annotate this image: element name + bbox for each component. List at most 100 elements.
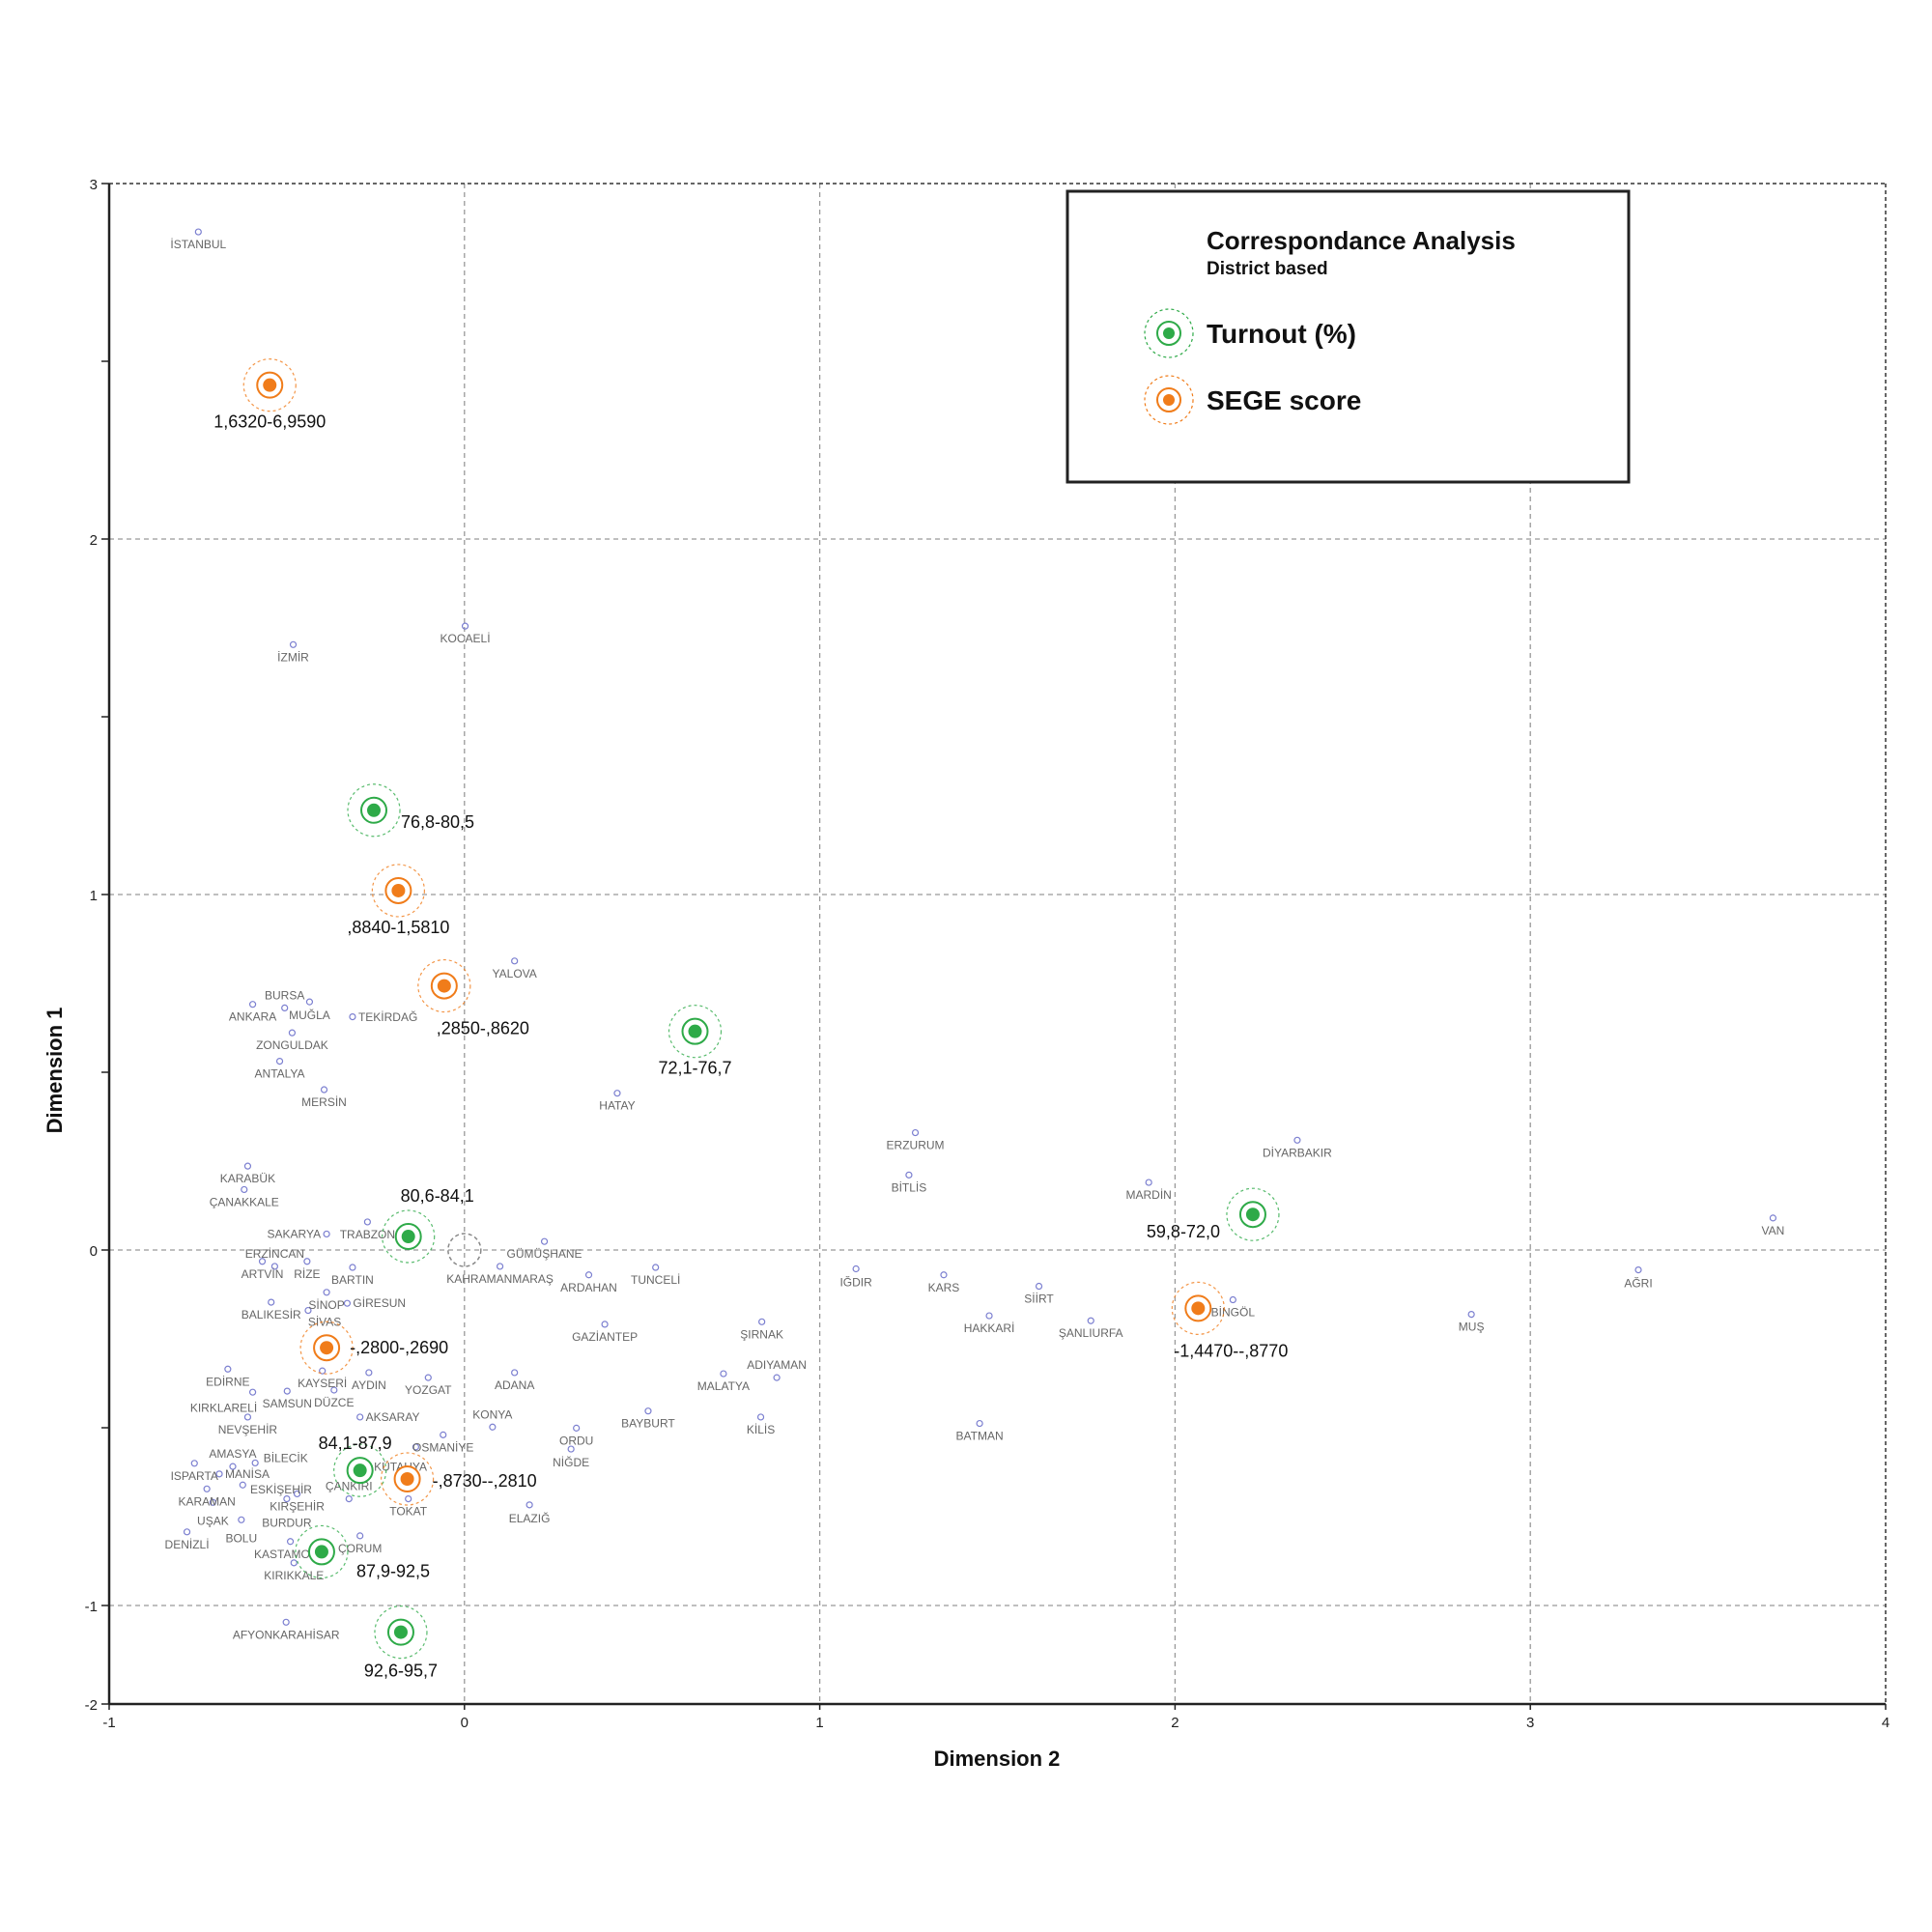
province-point bbox=[270, 1263, 278, 1270]
province-point bbox=[281, 1004, 289, 1011]
sege-marker: -,8730--,2810 bbox=[380, 1452, 537, 1506]
x-tick-label: 3 bbox=[1526, 1715, 1534, 1731]
province-points: İSTANBUL İZMİR KOCAELİ YALOVA ANKARA MUĞLA BUR… bbox=[165, 228, 1784, 1641]
province-point bbox=[283, 1494, 291, 1503]
turnout-dot bbox=[314, 1545, 328, 1559]
province-label: OSMANİYE bbox=[412, 1440, 473, 1454]
province-point bbox=[489, 1423, 497, 1431]
sege-marker: 1,6320-6,9590 bbox=[213, 358, 326, 432]
province-label: NİĞDE bbox=[553, 1455, 589, 1469]
sege-outer-ring bbox=[417, 958, 471, 1013]
sege-outer-ring bbox=[380, 1452, 435, 1506]
province-point bbox=[1035, 1282, 1043, 1291]
province-label: KAYSERİ bbox=[298, 1377, 347, 1390]
legend-turnout-icon-dot bbox=[1163, 327, 1175, 339]
province-point bbox=[248, 1001, 257, 1009]
province-point bbox=[243, 1162, 252, 1170]
province-point bbox=[601, 1321, 609, 1328]
turnout-dot bbox=[1245, 1208, 1260, 1222]
province-point bbox=[209, 1498, 216, 1506]
province-point bbox=[613, 1090, 621, 1097]
legend-turnout-label: Turnout (%) bbox=[1207, 319, 1356, 349]
province-point bbox=[239, 1481, 246, 1489]
province-point bbox=[215, 1470, 223, 1478]
province-point bbox=[852, 1264, 860, 1273]
province-label: GÜMÜŞHANE bbox=[507, 1247, 582, 1261]
province-label: TRABZON bbox=[340, 1228, 395, 1241]
province-label: ŞANLIURFA bbox=[1059, 1326, 1123, 1340]
province-point bbox=[356, 1413, 364, 1421]
province-point bbox=[224, 1365, 232, 1373]
province-label: İSTANBUL bbox=[170, 238, 226, 251]
sege-dot bbox=[391, 883, 406, 897]
province-label: AĞRI bbox=[1624, 1276, 1652, 1291]
province-label: BİTLİS bbox=[892, 1180, 927, 1194]
province-point bbox=[323, 1289, 330, 1296]
y-tick-label: 0 bbox=[90, 1243, 98, 1260]
province-point bbox=[511, 1369, 519, 1377]
province-label: BİLECİK bbox=[264, 1452, 308, 1465]
turnout-marker: 84,1-87,9 bbox=[319, 1434, 392, 1497]
province-label: ORDU bbox=[559, 1434, 593, 1447]
x-tick-label: 0 bbox=[461, 1715, 469, 1731]
x-tick-label: 4 bbox=[1882, 1715, 1889, 1731]
province-point bbox=[320, 1086, 328, 1094]
province-label: BAYBURT bbox=[621, 1417, 675, 1431]
province-label: GİRESUN bbox=[353, 1296, 406, 1310]
sege-value-label: -,8730--,2810 bbox=[433, 1471, 537, 1491]
legend-subtitle: District based bbox=[1207, 259, 1328, 279]
province-point bbox=[584, 1271, 593, 1279]
province-label: TEKİRDAĞ bbox=[358, 1009, 417, 1024]
province-label: SİİRT bbox=[1024, 1293, 1054, 1306]
turnout-outer-ring bbox=[295, 1524, 349, 1579]
province-point bbox=[1229, 1295, 1236, 1304]
province-label: NEVŞEHİR bbox=[218, 1423, 278, 1436]
y-tick-label: 1 bbox=[90, 888, 98, 904]
province-point bbox=[305, 998, 314, 1006]
province-label: HAKKARİ bbox=[964, 1321, 1015, 1335]
province-label: MALATYA bbox=[697, 1379, 750, 1393]
x-tick-label: 1 bbox=[815, 1715, 823, 1731]
y-tick-label: 3 bbox=[90, 177, 98, 193]
province-label: RİZE bbox=[294, 1267, 320, 1281]
province-label: UŞAK bbox=[197, 1514, 229, 1527]
legend-title: Correspondance Analysis bbox=[1207, 226, 1516, 255]
province-point bbox=[283, 1387, 291, 1395]
province-point bbox=[323, 1230, 330, 1238]
province-label: KARAMAN bbox=[178, 1494, 235, 1508]
turnout-outer-ring bbox=[1226, 1187, 1280, 1241]
province-point bbox=[365, 1369, 373, 1377]
province-point bbox=[248, 1388, 257, 1396]
province-point bbox=[190, 1460, 198, 1467]
province-label: ANTALYA bbox=[255, 1067, 305, 1081]
sege-marker: -,2800-,2690 bbox=[299, 1321, 448, 1375]
turnout-outer-ring bbox=[668, 1005, 723, 1059]
turnout-outer-ring bbox=[382, 1209, 436, 1264]
province-label: SAKARYA bbox=[267, 1227, 321, 1240]
province-label: KIRŞEHİR bbox=[270, 1499, 325, 1513]
turnout-dot bbox=[393, 1625, 408, 1639]
province-label: BİNGÖL bbox=[1211, 1306, 1256, 1320]
sege-dot bbox=[400, 1471, 414, 1486]
province-point bbox=[345, 1494, 353, 1503]
province-label: KONYA bbox=[472, 1407, 512, 1421]
province-label: KİLİS bbox=[747, 1423, 775, 1436]
province-label: BATMAN bbox=[956, 1430, 1004, 1443]
turnout-value-label: 76,8-80,5 bbox=[401, 812, 474, 832]
province-point bbox=[652, 1264, 660, 1271]
province-point bbox=[183, 1528, 191, 1536]
province-point bbox=[461, 622, 469, 630]
turnout-value-label: 84,1-87,9 bbox=[319, 1434, 392, 1453]
province-point bbox=[303, 1258, 311, 1265]
province-point bbox=[567, 1445, 575, 1453]
province-point bbox=[349, 1264, 356, 1271]
province-point bbox=[511, 957, 519, 965]
turnout-value-label: 80,6-84,1 bbox=[401, 1186, 474, 1206]
province-label: AMASYA bbox=[209, 1447, 256, 1461]
province-label: DÜZCE bbox=[314, 1396, 354, 1409]
province-point bbox=[290, 1559, 298, 1567]
turnout-marker: 72,1-76,7 bbox=[658, 1005, 732, 1078]
province-label: KIRIKKALE bbox=[264, 1569, 324, 1582]
province-label: KIRKLARELİ bbox=[190, 1401, 257, 1414]
